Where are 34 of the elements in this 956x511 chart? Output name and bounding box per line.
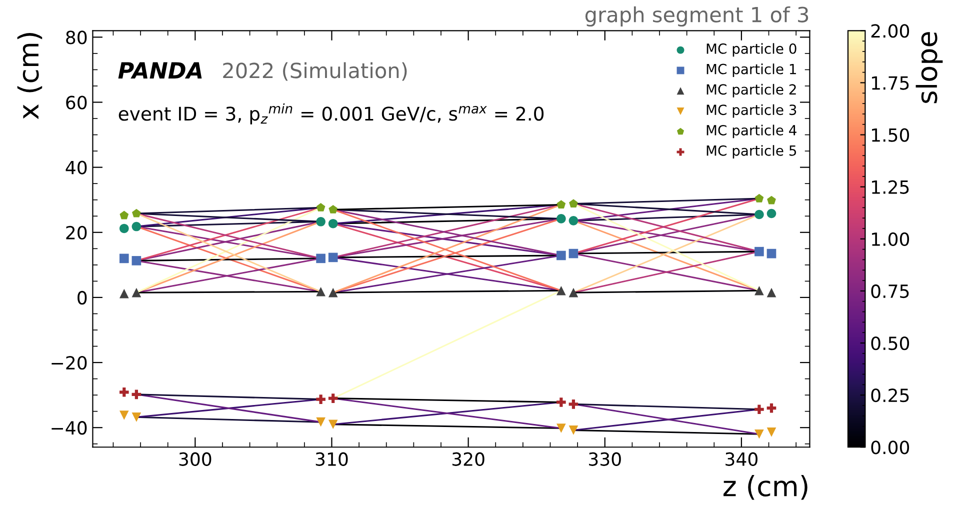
color-bar-label: 2.00 [871, 24, 910, 38]
y-tick-label: 60 [66, 96, 87, 110]
x-tick-label: 310 [316, 452, 348, 466]
color-bar-label: 0.00 [871, 440, 910, 454]
y-tick-label: 80 [66, 30, 87, 44]
y-axis-title: x (cm) [17, 33, 42, 120]
legend-label: MC particle 5 [706, 145, 796, 159]
color-bar-label: 1.75 [872, 76, 909, 90]
x-tick-label: 320 [452, 452, 484, 466]
x-tick-label: 340 [726, 452, 758, 466]
color-bar-label: 0.75 [871, 284, 909, 298]
x-axis-title: z (cm) [724, 475, 808, 500]
y-tick-label: −40 [52, 421, 87, 435]
y-tick-label: 0 [78, 290, 87, 305]
color-bar-label: 0.50 [871, 336, 910, 350]
annotation: PANDA [118, 62, 202, 78]
legend-label: MC particle 4 [706, 124, 796, 138]
color-bar-label: 1.00 [872, 232, 910, 246]
y-tick-label: 20 [66, 226, 87, 240]
y-tick-label: −20 [52, 356, 87, 370]
color-bar-label: 0.25 [871, 388, 909, 402]
color-bar-label: 1.50 [872, 128, 910, 142]
x-tick-label: 330 [589, 452, 621, 466]
legend-label: MC particle 2 [706, 84, 796, 98]
legend-label: MC particle 3 [706, 104, 796, 118]
text: graph segment 1 of 3 [585, 6, 808, 26]
annotation: 2022 (Simulation) [223, 62, 407, 81]
legend-label: MC particle 0 [706, 43, 796, 57]
color-bar-title: slope [916, 32, 943, 104]
legend-label: MC particle 1 [706, 64, 796, 77]
x-tick-label: 300 [179, 452, 212, 466]
y-tick-label: 40 [66, 160, 87, 174]
annotation: event ID = 3, p$_{z}$$^{min}$ = 0.001 GeV/c, s$^{max}$ = 2.0 [118, 103, 544, 124]
color-bar-label: 1.25 [872, 180, 909, 194]
